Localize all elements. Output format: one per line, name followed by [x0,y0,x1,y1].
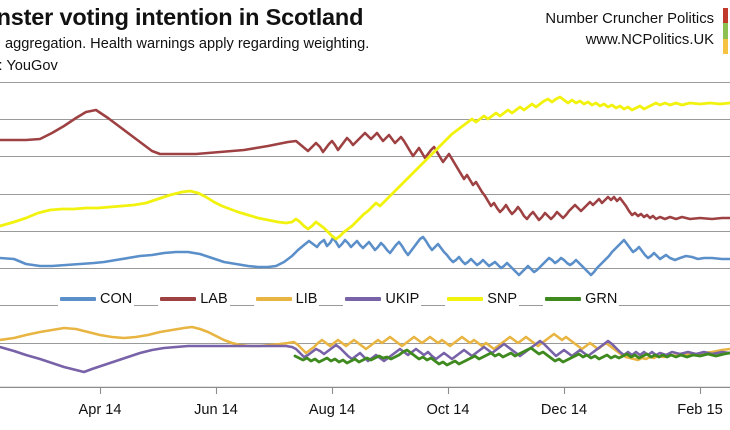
x-axis-ticks [99,388,702,394]
x-tick-label: Jun 14 [194,402,238,418]
chart-subtitle: rolling aggregation. Health warnings app… [0,36,370,52]
brand-block: Number Cruncher Politics www.NCPolitics.… [545,9,714,51]
chart-gridlines [0,81,730,388]
x-tick-label: Feb 15 [677,402,723,418]
x-tick-label: Apr 14 [78,402,122,418]
chart-svg [0,81,730,388]
brand-bar-segment-1 [723,23,728,39]
page-title: tminster voting intention in Scotland [0,4,364,30]
x-tick-label: Oct 14 [426,402,470,418]
chart-series-group [0,95,730,374]
brand-bar-segment-0 [723,8,728,24]
brand-url[interactable]: www.NCPolitics.UK [585,32,714,48]
series-line-ukip [0,339,730,374]
x-tick-label: Aug 14 [308,402,356,418]
chart-plot-area [0,78,730,388]
brand-name: Number Cruncher Politics [545,11,714,27]
series-line-con [0,235,730,277]
chart-source: ource: YouGov [0,58,58,74]
brand-bar-segment-2 [723,38,728,54]
series-line-lab [0,108,730,222]
chart-header: tminster voting intention in Scotland ro… [0,0,730,78]
brand-logo-bar [723,8,728,54]
x-tick-label: Dec 14 [540,402,588,418]
series-line-grn [293,346,730,367]
series-line-snp [0,95,730,241]
series-line-lib [0,325,730,362]
